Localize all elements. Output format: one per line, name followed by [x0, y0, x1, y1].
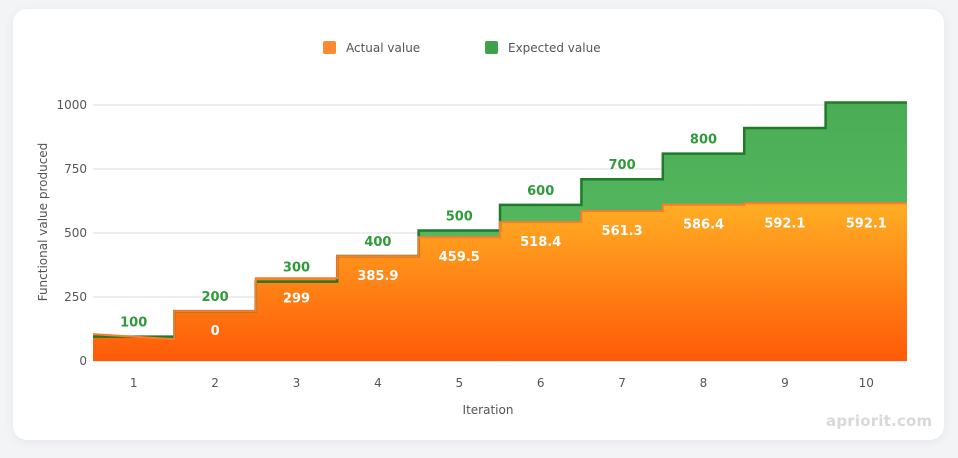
- x-tick-label-9: 9: [781, 376, 789, 390]
- x-tick-label-7: 7: [618, 376, 626, 390]
- actual-label-9: 592.1: [764, 216, 805, 231]
- actual-value-line: [92, 202, 907, 341]
- actual-value-area: [93, 203, 907, 361]
- x-tick-label-3: 3: [293, 376, 301, 390]
- data-labels: 100 200 300 400 500 600 700 800 0 299 385.9 459.5 51…: [120, 133, 887, 339]
- y-axis-label: Functional value produced: [36, 143, 50, 302]
- expected-label-3: 300: [283, 261, 310, 276]
- legend-swatch-actual: [323, 41, 336, 54]
- x-tick-label-8: 8: [700, 376, 708, 390]
- x-tick-label-1: 1: [130, 376, 138, 390]
- legend: Actual value Expected value: [323, 41, 601, 55]
- x-tick-label-10: 10: [859, 376, 874, 390]
- plot-lines: [92, 101, 907, 341]
- y-tick-label-0: 0: [79, 354, 87, 368]
- x-axis-label: Iteration: [463, 403, 514, 417]
- x-tick-label-5: 5: [455, 376, 463, 390]
- x-axis-ticks: 1 2 3 4 5 6 7 8 9 10: [130, 376, 874, 390]
- expected-label-1: 100: [120, 316, 147, 331]
- actual-label-4: 385.9: [357, 269, 398, 284]
- legend-label-actual: Actual value: [346, 41, 420, 55]
- x-tick-label-2: 2: [211, 376, 219, 390]
- expected-label-7: 700: [609, 158, 636, 173]
- y-axis-ticks: 0 250 500 750 1000: [56, 98, 87, 368]
- expected-label-6: 600: [527, 184, 554, 199]
- actual-label-6: 518.4: [520, 235, 561, 250]
- expected-label-2: 200: [202, 290, 229, 305]
- x-tick-label-6: 6: [537, 376, 545, 390]
- legend-label-expected: Expected value: [508, 41, 601, 55]
- x-tick-label-4: 4: [374, 376, 382, 390]
- actual-label-7: 561.3: [602, 224, 643, 239]
- expected-label-4: 400: [364, 235, 391, 250]
- y-tick-label-500: 500: [64, 226, 87, 240]
- actual-label-10: 592.1: [846, 216, 887, 231]
- watermark: apriorit.com: [826, 412, 933, 430]
- legend-swatch-expected: [485, 41, 498, 54]
- y-tick-label-250: 250: [64, 290, 87, 304]
- expected-label-8: 800: [690, 133, 717, 148]
- expected-label-5: 500: [446, 209, 473, 224]
- y-tick-label-1000: 1000: [56, 98, 87, 112]
- actual-label-3: 299: [283, 291, 310, 306]
- actual-label-8: 586.4: [683, 218, 724, 233]
- actual-label-5: 459.5: [439, 250, 480, 265]
- y-tick-label-750: 750: [64, 162, 87, 176]
- actual-label-2: 0: [211, 324, 220, 339]
